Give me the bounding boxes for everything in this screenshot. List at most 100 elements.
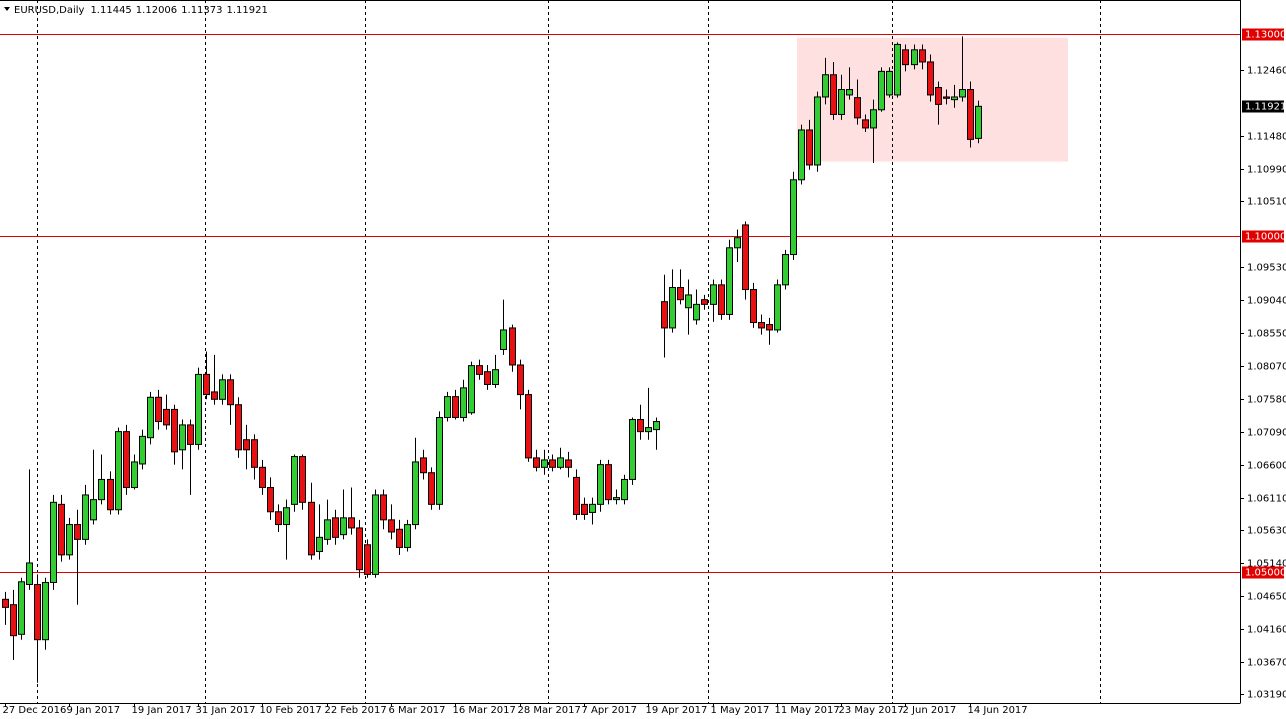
candle-body	[436, 416, 443, 505]
candle-body	[380, 494, 387, 521]
candle-body	[195, 373, 202, 445]
candle-body	[90, 499, 97, 521]
candle-body	[911, 49, 918, 66]
candle-body	[163, 408, 170, 426]
y-tick-label: 1.09040	[1247, 296, 1286, 307]
y-tick-label: 1.06110	[1247, 494, 1286, 505]
candle-body	[18, 581, 25, 635]
candle-body	[476, 365, 483, 375]
candle-body	[324, 519, 331, 540]
candle-body	[203, 373, 210, 396]
candle-body	[878, 70, 885, 111]
candle-body	[251, 439, 258, 468]
x-tick-label: 19 Apr 2017	[646, 705, 708, 716]
symbol-menu-icon[interactable]	[4, 7, 10, 11]
x-tick-label: 2 Jun 2017	[903, 705, 957, 716]
candle-body	[500, 329, 507, 350]
candle-body	[364, 544, 371, 575]
candle-body	[605, 464, 612, 501]
candle-body	[42, 581, 49, 641]
candle-body	[613, 497, 620, 501]
last-low: 1.11373	[181, 5, 222, 16]
x-tick-label: 1 May 2017	[711, 705, 770, 716]
y-tick-label: 1.06600	[1247, 461, 1286, 472]
hline-layer	[0, 34, 1240, 573]
candle-body	[211, 391, 218, 400]
candle-body	[275, 511, 282, 526]
candle-body	[66, 524, 73, 556]
candle-body	[830, 74, 837, 115]
candle-body	[227, 379, 234, 406]
candle-body	[179, 424, 186, 451]
candle-body	[589, 503, 596, 513]
candle-body	[492, 369, 499, 385]
candle-body	[332, 517, 339, 538]
x-tick-label: 10 Feb 2017	[260, 705, 322, 716]
candle-body	[726, 247, 733, 315]
candle-body	[798, 129, 805, 181]
candle-body	[420, 457, 427, 474]
candle-body	[894, 43, 901, 96]
candle-body	[701, 299, 708, 305]
candle-body	[131, 461, 138, 489]
candle-body	[308, 501, 315, 556]
candle-body	[58, 503, 65, 556]
candle-body	[742, 224, 749, 291]
candle-body	[846, 89, 853, 96]
candle-body	[147, 396, 154, 439]
candle-body	[870, 109, 877, 129]
price-label-box	[1242, 100, 1284, 113]
y-tick-label: 1.04650	[1247, 592, 1286, 603]
candle-body	[685, 294, 692, 309]
candle-body	[372, 494, 379, 575]
hline-label-box	[1242, 230, 1284, 243]
hline-label: 1.10000	[1245, 232, 1286, 243]
candle-body	[388, 519, 395, 533]
y-tick-label: 1.08550	[1247, 329, 1286, 340]
candle-body	[951, 96, 958, 101]
candle-body	[927, 61, 934, 96]
candle-body	[597, 464, 604, 505]
candle-body	[782, 254, 789, 286]
x-tick-label: 23 May 2017	[839, 705, 904, 716]
candle-body	[967, 89, 974, 140]
candle-body	[774, 284, 781, 331]
candle-body	[645, 427, 652, 433]
hline-label-box	[1242, 566, 1284, 579]
candle-body	[557, 457, 564, 468]
candle-body	[517, 364, 524, 396]
hline-label: 1.13000	[1245, 30, 1286, 41]
x-tick-label: 31 Jan 2017	[196, 705, 256, 716]
candle-body	[468, 365, 475, 414]
y-tick-label: 1.04160	[1247, 625, 1286, 636]
candle-body	[428, 472, 435, 505]
candle-body	[525, 394, 532, 459]
y-tick-label: 1.08070	[1247, 362, 1286, 373]
x-tick-label: 27 Dec 2016	[3, 705, 67, 716]
candle-body	[259, 466, 266, 489]
candle-body	[935, 87, 942, 105]
candle-body	[637, 419, 644, 433]
candle-body	[509, 327, 516, 366]
candle-body	[669, 287, 676, 329]
candle-body	[943, 96, 950, 99]
x-tick-label: 7 Apr 2017	[582, 705, 637, 716]
candle-body	[734, 237, 741, 249]
candle-body	[404, 524, 411, 548]
candle-body	[50, 501, 57, 583]
x-tick-label: 16 Mar 2017	[453, 705, 516, 716]
candle-body	[661, 301, 668, 329]
candle-body	[187, 424, 194, 445]
candle-body	[766, 324, 773, 331]
candle-body	[902, 49, 909, 66]
candle-body	[790, 179, 797, 256]
price-label: 1.11921	[1245, 102, 1286, 113]
x-tick-label: 14 Jun 2017	[968, 705, 1028, 716]
candle-body	[573, 476, 580, 515]
candle-body	[348, 517, 355, 529]
candle-body	[549, 459, 556, 468]
x-tick-label: 28 Mar 2017	[518, 705, 581, 716]
candle-body	[677, 287, 684, 301]
